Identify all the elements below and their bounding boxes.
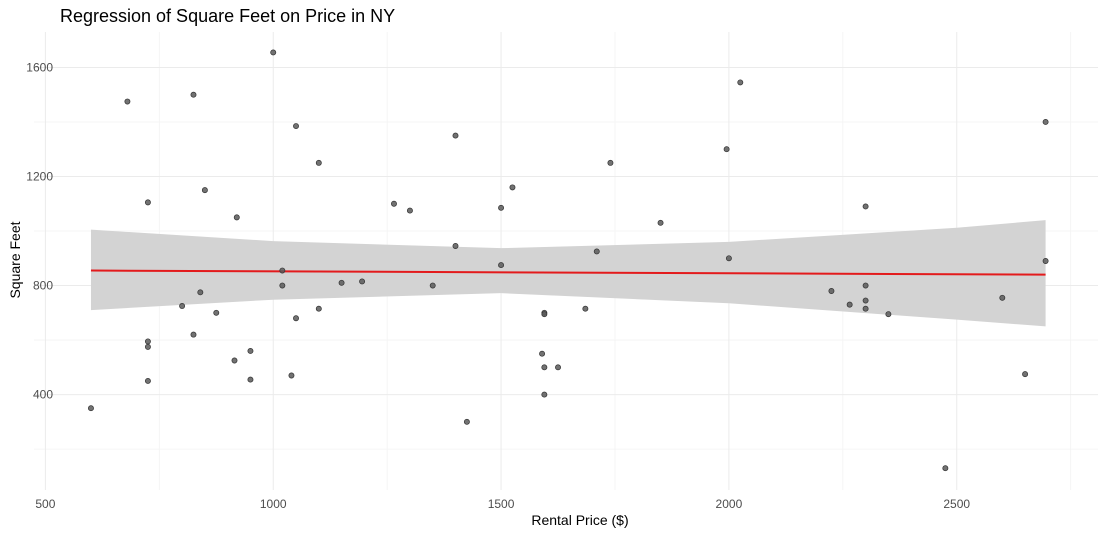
data-point [144,343,151,350]
data-point [1042,258,1049,264]
data-point [452,132,459,139]
x-tick-label: 500 [35,497,55,511]
fit-line-layer [90,269,1046,276]
data-point [293,315,299,322]
data-point [201,187,208,194]
data-point [315,305,322,312]
data-point [828,288,835,294]
x-axis-title: Rental Price ($) [531,512,628,528]
data-point [737,79,744,86]
data-point [498,262,505,269]
data-point [247,348,254,354]
x-tick-label: 2500 [943,497,970,511]
x-tick-label: 1000 [260,497,287,511]
data-point [233,214,240,221]
data-point [279,282,286,289]
x-axis-ticks: 500 1000 1500 2000 2500 [35,497,970,511]
data-point [179,303,186,309]
data-point [144,338,151,345]
data-point [190,331,197,338]
data-point [406,207,413,214]
data-point [144,199,151,206]
data-point [657,219,664,226]
data-point [88,405,94,412]
data-point [124,98,131,105]
data-point [862,305,869,312]
x-tick-label: 2000 [716,497,743,511]
data-point [231,357,238,364]
data-point [247,376,254,383]
data-point [463,418,470,425]
data-point [279,267,286,274]
data-point [607,159,614,166]
data-point [999,294,1006,301]
data-point [144,378,151,384]
data-point [293,123,299,130]
regression-line [90,269,1046,276]
y-tick-label: 800 [33,279,53,293]
data-point [541,391,548,398]
data-point [452,243,459,249]
y-tick-label: 1600 [26,60,53,74]
data-point [862,297,869,304]
y-tick-label: 1200 [26,169,53,183]
data-point [498,204,505,211]
data-point [885,311,892,318]
data-point [1022,371,1029,378]
chart-title: Regression of Square Feet on Price in NY [60,6,395,26]
data-points [88,49,1049,472]
data-point [270,49,277,56]
data-point [197,289,204,296]
data-point [593,248,600,255]
data-point [429,282,436,289]
data-point [555,364,561,371]
x-tick-label: 1500 [488,497,515,511]
data-point [942,465,949,472]
data-point [190,91,197,98]
data-point [359,278,366,285]
y-axis-title: Square Feet [7,221,23,298]
data-point [862,282,869,289]
data-point [846,301,853,308]
data-point [338,279,345,286]
data-point [723,146,730,153]
data-point [582,305,589,312]
data-point [539,350,546,357]
data-point [1042,119,1049,125]
data-point [391,200,397,207]
data-point [541,364,548,371]
data-point [288,372,295,379]
data-point [725,255,732,262]
y-axis-ticks: 400 800 1200 1600 [26,60,53,401]
data-point [862,203,869,210]
y-tick-label: 400 [33,388,53,402]
data-point [315,159,322,166]
data-point [541,311,548,318]
data-point [509,184,516,191]
data-point [213,309,220,316]
